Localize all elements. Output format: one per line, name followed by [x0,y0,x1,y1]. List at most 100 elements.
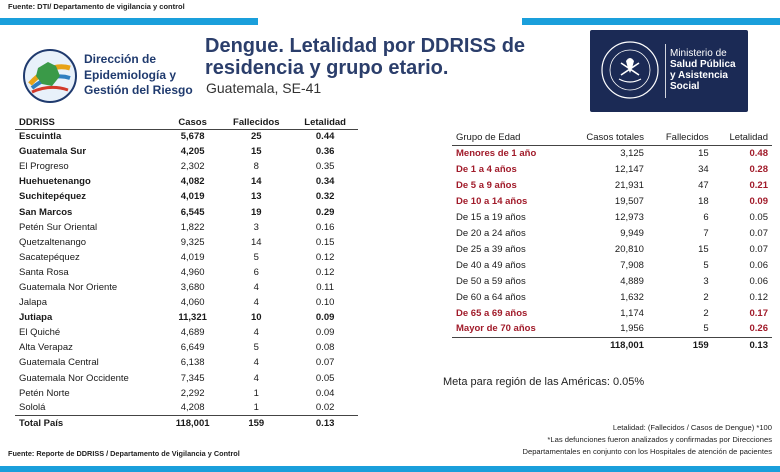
header-grupo-edad: Grupo de Edad [452,130,565,146]
table-header-row: DDRISS Casos Fallecidos Letalidad [15,116,358,130]
ministry-divider [665,44,666,98]
table-row: Petén Norte 2,292 1 0.04 [15,386,358,401]
header-letalidad: Letalidad [292,116,358,130]
footnotes: Letalidad: (Fallecidos / Casos de Dengue… [432,422,773,458]
fallecidos-cell: 4 [253,372,259,384]
casos-cell: 1,822 [180,221,205,233]
casos-cell: 4,019 [180,191,205,203]
letalidad-cell: 0.36 [315,146,335,158]
fallecidos-cell: 14 [250,236,262,248]
table-row: Guatemala Central 6,138 4 0.07 [15,355,358,370]
header-casos: Casos [165,116,221,130]
letalidad-cell: 0.09 [749,195,769,207]
ddriss-cell: Jutiapa [19,312,53,324]
age-group-cell: De 65 a 69 años [456,307,528,319]
table-row: Santa Rosa 4,960 6 0.12 [15,265,358,280]
age-group-cell: De 40 a 49 años [456,259,526,271]
guatemala-seal-icon [601,41,659,99]
casos-cell: 12,973 [614,211,644,223]
table-row: Alta Verapaz 6,649 5 0.08 [15,340,358,355]
letalidad-cell: 0.17 [749,307,769,319]
age-group-cell: De 10 a 14 años [456,195,528,207]
ddriss-cell: El Quiché [19,327,61,339]
fallecidos-cell: 4 [253,281,259,293]
casos-cell: 6,649 [180,342,205,354]
ddriss-cell: Quetzaltenango [19,236,87,248]
footnote-deaths-1: *Las defunciones fueron analizados y con… [547,435,772,444]
fallecidos-cell: 15 [698,147,709,159]
org-line-1: Dirección de [84,52,157,66]
fallecidos-cell: 19 [250,206,262,218]
letalidad-cell: 0.12 [315,251,335,263]
casos-cell: 4,689 [180,327,205,339]
fallecidos-cell: 5 [253,251,259,263]
fallecidos-cell: 10 [250,312,262,324]
casos-cell: 20,810 [614,243,644,255]
fallecidos-cell: 1 [253,402,259,414]
letalidad-cell: 0.15 [315,236,335,248]
fallecidos-cell: 8 [253,161,259,173]
age-group-cell: De 50 a 59 años [456,275,526,287]
letalidad-cell: 0.06 [749,275,769,287]
ddriss-lethality-table: DDRISS Casos Fallecidos Letalidad Escuin… [15,116,358,431]
table-header-row: Grupo de Edad Casos totales Fallecidos L… [452,130,772,146]
age-group-cell: De 60 a 64 años [456,291,526,303]
casos-cell: 2,292 [180,387,205,399]
ddriss-cell: Huehuetenango [19,176,91,188]
table-row: De 25 a 39 años 20,810 15 0.07 [452,241,772,257]
letalidad-cell: 0.35 [315,161,335,173]
fallecidos-cell: 4 [253,357,259,369]
fallecidos-cell: 3 [703,275,709,287]
ddriss-cell: Escuintla [19,131,62,143]
header-casos-totales: Casos totales [564,130,648,146]
letalidad-cell: 0.12 [315,266,335,278]
fallecidos-cell: 25 [250,131,262,143]
casos-cell: 4,205 [180,146,205,158]
casos-cell: 4,019 [180,251,205,263]
fallecidos-cell: 14 [250,176,262,188]
fallecidos-cell: 3 [253,221,259,233]
fallecidos-cell: 47 [698,179,709,191]
letalidad-cell: 0.28 [749,163,769,175]
table-row: De 15 a 19 años 12,973 6 0.05 [452,209,772,225]
age-group-cell: Menores de 1 año [456,147,537,159]
fallecidos-cell: 4 [253,297,259,309]
age-group-cell: De 20 a 24 años [456,227,526,239]
table-row: Guatemala Sur 4,205 15 0.36 [15,144,358,159]
table-row: De 5 a 9 años 21,931 47 0.21 [452,177,772,193]
table-row: De 60 a 64 años 1,632 2 0.12 [452,289,772,305]
ddriss-cell: Sololá [19,402,46,414]
footnote-formula: Letalidad: (Fallecidos / Casos de Dengue… [612,423,772,432]
ddriss-cell: Guatemala Central [19,357,99,369]
letalidad-cell: 0.11 [316,281,335,293]
ministry-line-2: Salud Pública [670,59,736,70]
source-bottom-note: Fuente: Reporte de DDRISS / Departamento… [8,449,240,458]
letalidad-cell: 0.07 [749,227,769,239]
casos-cell: 4,889 [620,275,644,287]
table-row: Jutiapa 11,321 10 0.09 [15,310,358,325]
americas-target-note: Meta para región de las Américas: 0.05% [443,376,645,388]
header-letalidad: Letalidad [712,130,772,146]
org-line-3: Gestión del Riesgo [84,83,193,97]
letalidad-cell: 0.02 [315,402,335,414]
casos-cell: 11,321 [178,312,207,324]
age-group-cell: De 1 a 4 años [456,163,517,175]
casos-cell: 4,960 [180,266,205,278]
letalidad-cell: 0.12 [749,291,769,303]
title-line-1: Dengue. Letalidad por DDRISS de [205,35,526,57]
letalidad-cell: 0.04 [315,387,335,399]
casos-cell: 5,678 [180,131,205,143]
casos-cell: 7,345 [180,372,205,384]
table-row: De 50 a 59 años 4,889 3 0.06 [452,273,772,289]
casos-cell: 4,082 [180,176,205,188]
age-group-lethality-table: Grupo de Edad Casos totales Fallecidos L… [452,130,772,353]
table-row: Escuintla 5,678 25 0.44 [15,129,358,144]
casos-cell: 12,147 [614,163,644,175]
letalidad-cell: 0.07 [749,243,769,255]
letalidad-cell: 0.06 [749,259,769,271]
table-row: De 1 a 4 años 12,147 34 0.28 [452,161,772,177]
letalidad-cell: 0.26 [749,323,769,335]
casos-cell: 3,680 [180,281,205,293]
letalidad-cell: 0.29 [315,206,335,218]
table-row: Mayor de 70 años 1,956 5 0.26 [452,321,772,337]
